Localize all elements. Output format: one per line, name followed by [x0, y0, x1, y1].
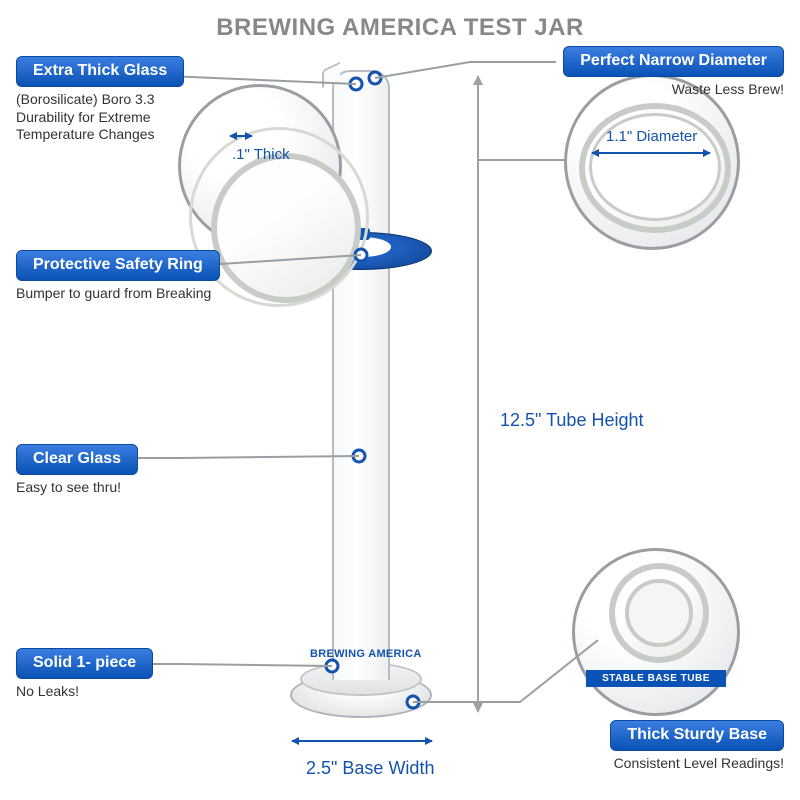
base-width-arrow — [292, 740, 432, 742]
feature-narrow-diameter-desc: Waste Less Brew! — [544, 81, 784, 99]
feature-sturdy-base-desc: Consistent Level Readings! — [554, 755, 784, 773]
feature-thick-glass-pill: Extra Thick Glass — [16, 56, 184, 87]
tube-height-label: 12.5" Tube Height — [500, 410, 644, 431]
feature-clear-glass-desc: Easy to see thru! — [16, 479, 216, 497]
base-width-label: 2.5" Base Width — [306, 758, 434, 779]
feature-safety-ring-desc: Bumper to guard from Breaking — [16, 285, 236, 303]
feature-sturdy-base: Thick Sturdy Base Consistent Level Readi… — [554, 720, 784, 773]
detail-circle-diameter — [564, 74, 740, 250]
tube-height-arrow — [477, 76, 479, 712]
feature-thick-glass: Extra Thick Glass (Borosilicate) Boro 3.… — [16, 56, 216, 144]
feature-clear-glass-pill: Clear Glass — [16, 444, 138, 475]
feature-safety-ring: Protective Safety Ring Bumper to guard f… — [16, 250, 236, 303]
detail-circle-base — [572, 548, 740, 716]
feature-narrow-diameter: Perfect Narrow Diameter Waste Less Brew! — [544, 46, 784, 99]
feature-thick-glass-desc: (Borosilicate) Boro 3.3 Durability for E… — [16, 91, 216, 144]
diameter-label: 1.1" Diameter — [606, 128, 697, 145]
page-title: BREWING AMERICA TEST JAR — [0, 14, 800, 42]
feature-solid-piece: Solid 1- piece No Leaks! — [16, 648, 216, 701]
feature-solid-piece-desc: No Leaks! — [16, 683, 216, 701]
stable-base-banner: STABLE BASE TUBE — [586, 670, 726, 687]
feature-solid-piece-pill: Solid 1- piece — [16, 648, 153, 679]
diameter-arrow — [592, 152, 710, 154]
feature-sturdy-base-pill: Thick Sturdy Base — [610, 720, 784, 751]
thickness-arrow — [230, 135, 252, 137]
feature-clear-glass: Clear Glass Easy to see thru! — [16, 444, 216, 497]
brand-on-glass: BREWING AMERICA — [310, 648, 422, 660]
feature-narrow-diameter-pill: Perfect Narrow Diameter — [563, 46, 784, 77]
feature-safety-ring-pill: Protective Safety Ring — [16, 250, 220, 281]
thickness-label: .1" Thick — [232, 146, 290, 163]
